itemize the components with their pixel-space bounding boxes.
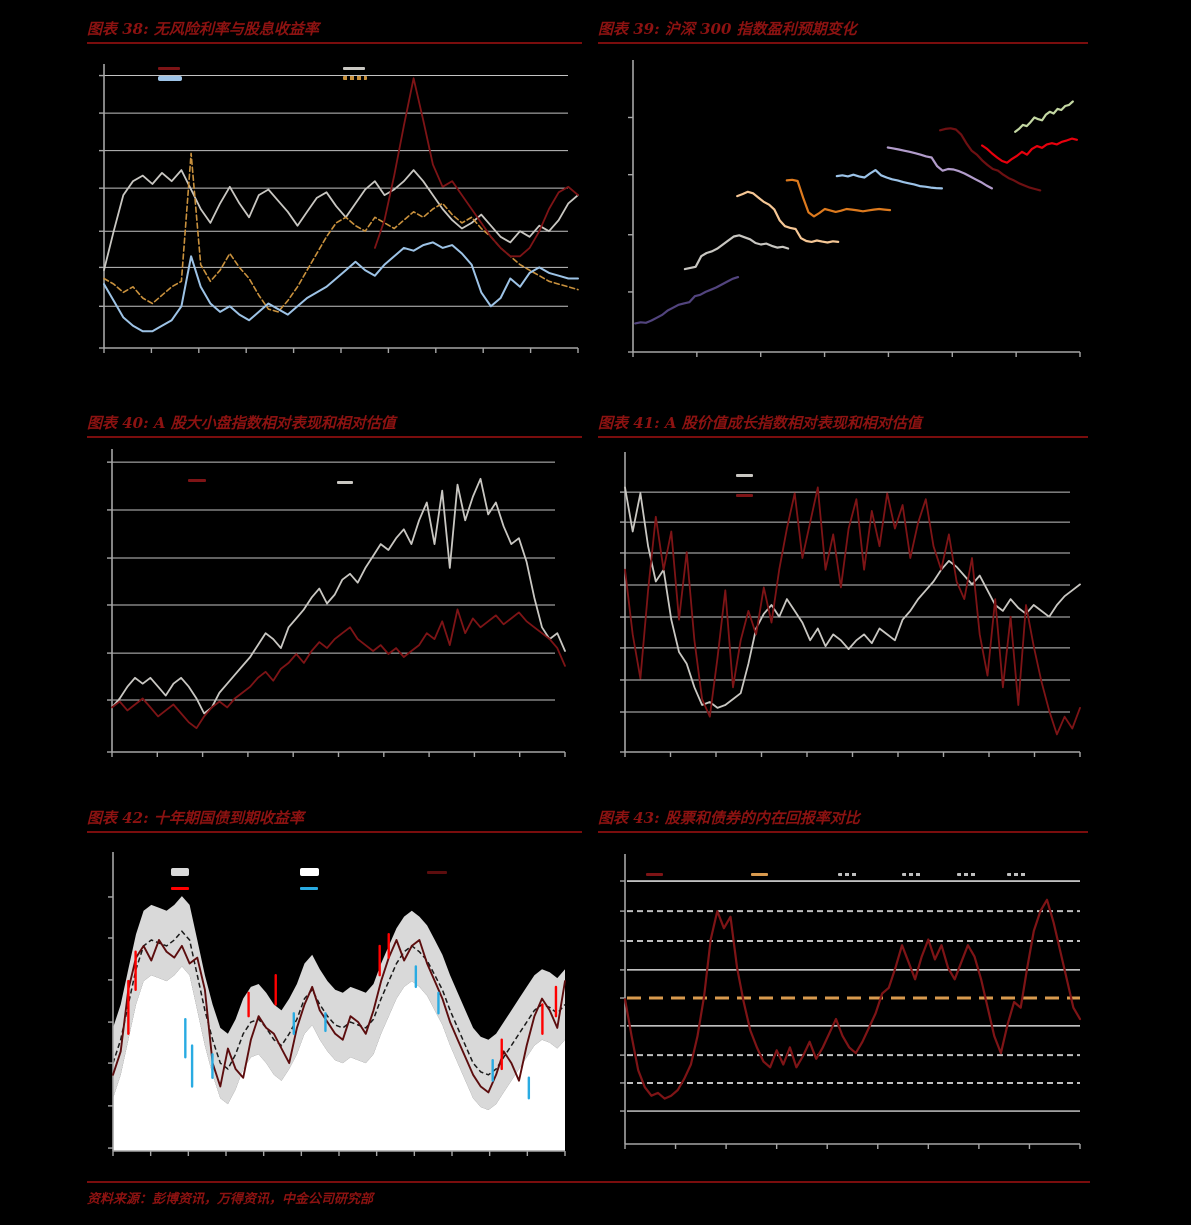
fig42-legend-swatch-3 bbox=[171, 887, 189, 890]
fig40-canvas bbox=[107, 449, 566, 757]
figure-43-title: 图表 43: 股票和债券的内在回报率对比 bbox=[598, 809, 1088, 833]
fig42-canvas bbox=[108, 852, 566, 1156]
fig40-legend-swatch-1 bbox=[337, 481, 353, 484]
fig39-segment-red bbox=[981, 137, 1078, 164]
fig39-canvas bbox=[628, 60, 1081, 357]
fig41-dark-red-line bbox=[624, 486, 1081, 736]
fig42-actual-yield-line bbox=[112, 939, 566, 1094]
fig39-segment-dark-orange bbox=[785, 178, 892, 218]
fig40-gray-line bbox=[111, 477, 566, 715]
fig43-legend-swatch-4 bbox=[957, 873, 977, 876]
fig38-legend-swatch-3 bbox=[343, 76, 367, 80]
fig42-legend-swatch-0 bbox=[171, 868, 189, 876]
fig39-segment-light-blue bbox=[835, 169, 943, 190]
fig39-segment-peach bbox=[736, 190, 840, 244]
fig39-segment-maroon bbox=[939, 127, 1042, 192]
figure-39-title: 图表 39: 沪深 300 指数盈利预期变化 bbox=[598, 20, 1088, 44]
figure-38-title: 图表 38: 无风险利率与股息收益率 bbox=[87, 20, 582, 44]
fig43-canvas bbox=[620, 854, 1082, 1149]
fig41-gray-line bbox=[624, 486, 1081, 709]
fig38-dark-red-line bbox=[374, 77, 579, 258]
figure-40-title: 图表 40: A 股大小盘指数相对表现和相对估值 bbox=[87, 414, 582, 438]
fig41-canvas bbox=[620, 452, 1081, 757]
fig43-legend-swatch-5 bbox=[1007, 873, 1027, 876]
fig41-legend-swatch-1 bbox=[736, 494, 753, 497]
fig43-dark-red-line bbox=[623, 898, 1082, 1100]
fig39-segment-light-gray bbox=[683, 234, 790, 271]
fig43-legend-swatch-0 bbox=[646, 873, 663, 876]
source-note: 资料来源：彭博资讯，万得资讯，中金公司研究部 bbox=[87, 1192, 374, 1207]
fig41-legend-swatch-0 bbox=[736, 474, 753, 477]
fig38-canvas bbox=[99, 64, 579, 353]
fig40-legend-swatch-0 bbox=[188, 479, 206, 482]
figure-42-title: 图表 42: 十年期国债到期收益率 bbox=[87, 809, 582, 833]
fig43-legend-swatch-2 bbox=[838, 873, 858, 876]
fig43-legend-swatch-3 bbox=[902, 873, 922, 876]
footer-divider bbox=[87, 1181, 1090, 1183]
fig42-legend-swatch-4 bbox=[300, 887, 318, 890]
fig40-dark-red-line bbox=[111, 608, 566, 730]
fig39-segment-purple bbox=[634, 276, 740, 325]
fig38-light-blue-line bbox=[103, 241, 579, 333]
figure-41-title: 图表 41: A 股价值成长指数相对表现和相对估值 bbox=[598, 414, 1088, 438]
fig42-legend-swatch-2 bbox=[427, 871, 447, 874]
fig39-segment-lavender bbox=[886, 146, 993, 190]
fig38-legend-swatch-2 bbox=[158, 76, 182, 81]
fig38-gray-line bbox=[103, 169, 579, 272]
fig43-legend-swatch-1 bbox=[751, 873, 768, 876]
fig38-legend-swatch-0 bbox=[158, 67, 180, 70]
fig38-legend-swatch-1 bbox=[343, 67, 365, 70]
fig39-segment-light-green bbox=[1014, 100, 1074, 133]
fig42-legend-swatch-1 bbox=[300, 868, 319, 876]
